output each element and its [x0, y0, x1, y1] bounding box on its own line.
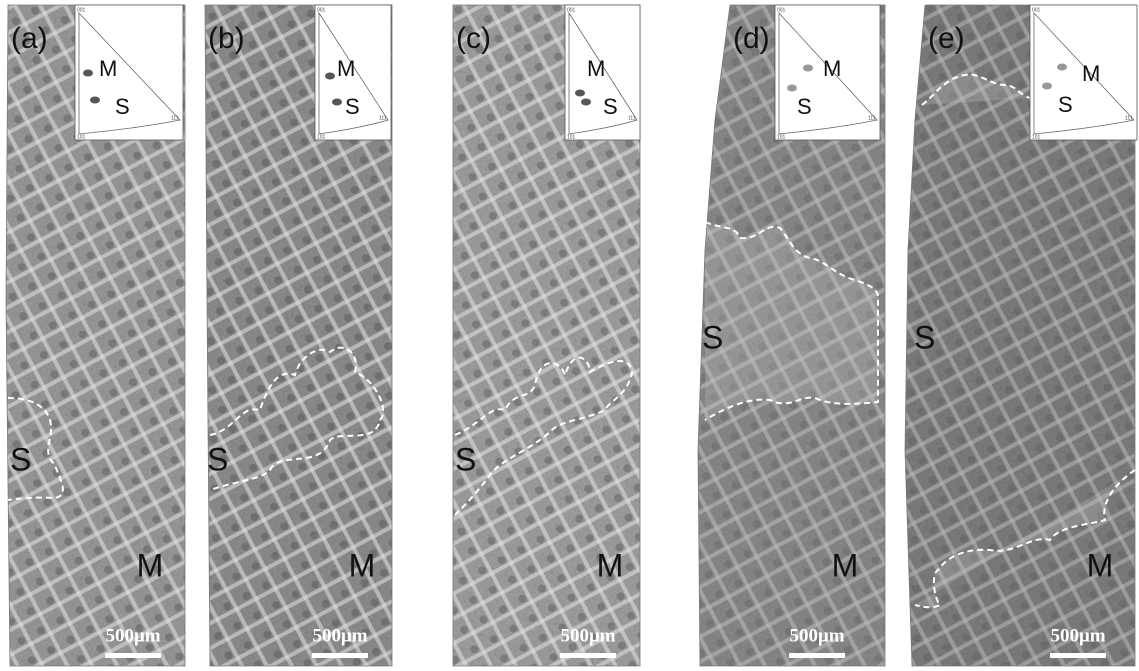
- region-label: M: [349, 547, 376, 583]
- pole-spot: [1042, 83, 1052, 90]
- inset-label: S: [1058, 92, 1073, 117]
- scale-bar: [105, 653, 161, 658]
- inset-label: M: [823, 56, 841, 81]
- panel-label: (c): [456, 22, 491, 55]
- scale-bar: [560, 653, 616, 658]
- panels: (a)001101111MSSM500μm(b)001101111MSSM500…: [0, 0, 1139, 671]
- inset-corner-label: 001: [1032, 7, 1041, 13]
- inset-label: M: [1082, 61, 1100, 86]
- inset-label: M: [587, 56, 605, 81]
- region-label: S: [702, 319, 723, 355]
- inset-corner-label: 101: [317, 134, 326, 140]
- region-label: M: [1087, 547, 1114, 583]
- inset-label: S: [345, 94, 360, 119]
- pole-spot: [83, 70, 93, 77]
- panel-label: (e): [928, 22, 965, 55]
- region-label: S: [914, 319, 935, 355]
- inset-corner-label: 111: [171, 115, 179, 121]
- pole-spot: [325, 73, 335, 80]
- inset-corner-label: 001: [777, 7, 786, 13]
- pole-spot: [575, 90, 585, 97]
- pole-spot: [332, 99, 342, 106]
- panel-label: (b): [208, 22, 245, 55]
- inset-label: M: [337, 56, 355, 81]
- inset-label: S: [115, 94, 130, 119]
- pole-spot: [90, 97, 100, 104]
- region-label: M: [832, 547, 859, 583]
- inset-corner-label: 001: [567, 7, 576, 13]
- scale-bar: [1050, 653, 1106, 658]
- inset-corner-label: 111: [1125, 115, 1133, 121]
- scale-bar: [789, 653, 845, 658]
- inset-corner-label: 111: [379, 115, 387, 121]
- region-label: S: [10, 441, 31, 477]
- pole-spot: [581, 99, 591, 106]
- inset-corner-label: 101: [1032, 134, 1041, 140]
- inset-corner-label: 001: [77, 7, 86, 13]
- inset-label: M: [99, 56, 117, 81]
- inset-corner-label: 101: [77, 134, 86, 140]
- inset-label: S: [797, 94, 812, 119]
- inset-label: S: [603, 94, 618, 119]
- scale-bar-label: 500μm: [560, 625, 615, 646]
- pole-spot: [803, 65, 813, 72]
- panel-label: (d): [733, 22, 770, 55]
- scale-bar-label: 500μm: [105, 625, 160, 646]
- region-label: S: [455, 441, 476, 477]
- region-label: S: [207, 441, 228, 477]
- inset-corner-label: 101: [567, 134, 576, 140]
- scale-bar-label: 500μm: [312, 625, 367, 646]
- inset-corner-label: 001: [317, 7, 326, 13]
- inset-corner-label: 111: [868, 115, 876, 121]
- inset-corner-label: 111: [628, 115, 636, 121]
- inset-corner-label: 101: [777, 134, 786, 140]
- scale-bar-label: 500μm: [789, 625, 844, 646]
- region-label: M: [137, 547, 164, 583]
- pole-spot: [1057, 64, 1067, 71]
- panel-label: (a): [11, 22, 48, 55]
- region-label: M: [597, 547, 624, 583]
- figure: (a)001101111MSSM500μm(b)001101111MSSM500…: [0, 0, 1139, 671]
- scale-bar-label: 500μm: [1050, 625, 1105, 646]
- pole-spot: [787, 85, 797, 92]
- scale-bar: [312, 653, 368, 658]
